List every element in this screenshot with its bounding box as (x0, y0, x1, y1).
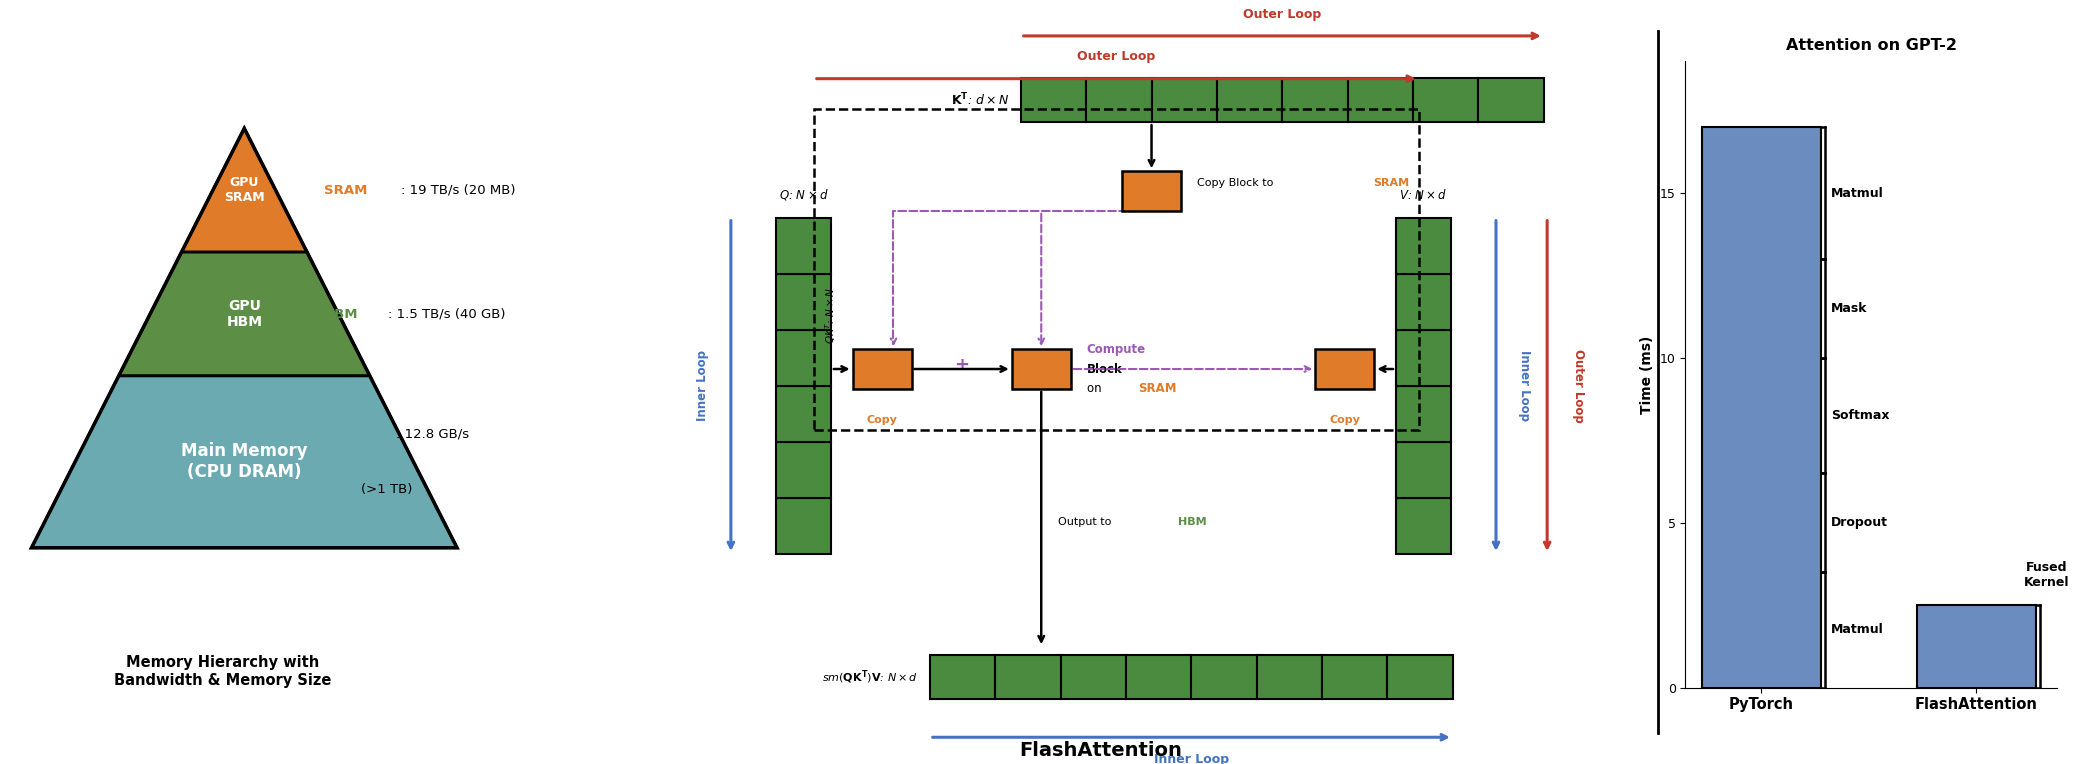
Text: SRAM: SRAM (323, 183, 367, 197)
Bar (1917, 605, 2036, 688)
Bar (1479, 78, 1544, 122)
Bar (1396, 330, 1450, 386)
Text: Softmax: Softmax (1832, 409, 1890, 422)
Text: Copy: Copy (1329, 415, 1360, 425)
Text: +: + (953, 356, 970, 374)
Bar (1151, 78, 1216, 122)
Text: Main Memory
(CPU DRAM): Main Memory (CPU DRAM) (181, 442, 307, 481)
Text: Copy: Copy (866, 415, 897, 425)
Bar (1396, 386, 1450, 442)
Text: Compute: Compute (1087, 343, 1145, 357)
Text: Block: Block (1087, 362, 1122, 376)
Bar (1702, 127, 1821, 688)
Text: : 12.8 GB/s: : 12.8 GB/s (396, 428, 469, 441)
Bar (776, 218, 830, 274)
Text: $V$: $N\times d$: $V$: $N\times d$ (1400, 189, 1448, 202)
Text: Outer Loop: Outer Loop (1076, 50, 1156, 63)
Bar (1396, 218, 1450, 274)
Text: Inner Loop: Inner Loop (697, 351, 709, 421)
Text: SRAM: SRAM (1137, 381, 1177, 395)
Bar (776, 442, 830, 498)
Text: FlashAttention: FlashAttention (1018, 741, 1183, 760)
Text: (>1 TB): (>1 TB) (361, 483, 413, 496)
Text: HBM: HBM (323, 307, 359, 321)
Text: Fused
Kernel: Fused Kernel (2023, 561, 2069, 589)
Text: Dropout: Dropout (1832, 516, 1888, 529)
Bar (1396, 498, 1450, 554)
Text: Memory Hierarchy with
Bandwidth & Memory Size: Memory Hierarchy with Bandwidth & Memory… (115, 656, 332, 688)
Text: Copy Block to: Copy Block to (1197, 178, 1277, 189)
Y-axis label: Time (ms): Time (ms) (1640, 335, 1654, 413)
Bar (1396, 274, 1450, 330)
Bar (776, 386, 830, 442)
Text: Matmul: Matmul (1832, 623, 1884, 636)
Bar (1191, 655, 1256, 699)
Bar (1256, 655, 1323, 699)
Text: $\mathbf{K}^\mathbf{T}$: $d\times N$: $\mathbf{K}^\mathbf{T}$: $d\times N$ (951, 92, 1010, 108)
Bar (1323, 655, 1387, 699)
Text: DRAM: DRAM (323, 428, 369, 441)
Bar (1126, 655, 1191, 699)
Bar (1122, 171, 1181, 211)
Bar (1060, 655, 1126, 699)
Text: Q: $N\times d$: Q: $N\times d$ (778, 187, 828, 202)
Bar (930, 655, 995, 699)
Text: HBM: HBM (1179, 516, 1206, 527)
Bar (776, 274, 830, 330)
Text: Output to: Output to (1058, 516, 1116, 527)
Text: Inner Loop: Inner Loop (1154, 753, 1229, 764)
Bar (1087, 78, 1151, 122)
Text: Inner Loop: Inner Loop (1519, 351, 1531, 421)
Text: : 1.5 TB/s (40 GB): : 1.5 TB/s (40 GB) (388, 307, 505, 321)
Bar (995, 655, 1060, 699)
Bar (1348, 78, 1412, 122)
Bar (814, 109, 1418, 430)
Bar (1316, 349, 1375, 389)
Polygon shape (119, 252, 369, 376)
Text: Mask: Mask (1832, 302, 1867, 315)
Title: Attention on GPT-2: Attention on GPT-2 (1786, 38, 1957, 53)
Bar (1012, 349, 1070, 389)
Bar (1396, 442, 1450, 498)
Text: $sm(\mathbf{QK}^\mathbf{T})\mathbf{V}$: $N\times d$: $sm(\mathbf{QK}^\mathbf{T})\mathbf{V}$: … (822, 668, 918, 686)
Bar (776, 330, 830, 386)
Bar (1216, 78, 1283, 122)
Polygon shape (31, 376, 457, 548)
Bar (853, 349, 912, 389)
Bar (776, 498, 830, 554)
Text: on: on (1087, 381, 1106, 395)
Bar (1020, 78, 1087, 122)
Polygon shape (181, 128, 307, 252)
Text: : 19 TB/s (20 MB): : 19 TB/s (20 MB) (401, 183, 515, 197)
Text: $QK^T$: $N\times N$: $QK^T$: $N\times N$ (824, 287, 839, 344)
Text: Outer Loop: Outer Loop (1573, 349, 1585, 422)
Text: Outer Loop: Outer Loop (1243, 8, 1320, 21)
Text: GPU
SRAM: GPU SRAM (223, 176, 265, 204)
Text: SRAM: SRAM (1373, 178, 1410, 189)
Bar (1387, 655, 1452, 699)
Bar (1283, 78, 1348, 122)
Text: GPU
HBM: GPU HBM (225, 299, 263, 329)
Text: Matmul: Matmul (1832, 186, 1884, 199)
Bar (1412, 78, 1479, 122)
